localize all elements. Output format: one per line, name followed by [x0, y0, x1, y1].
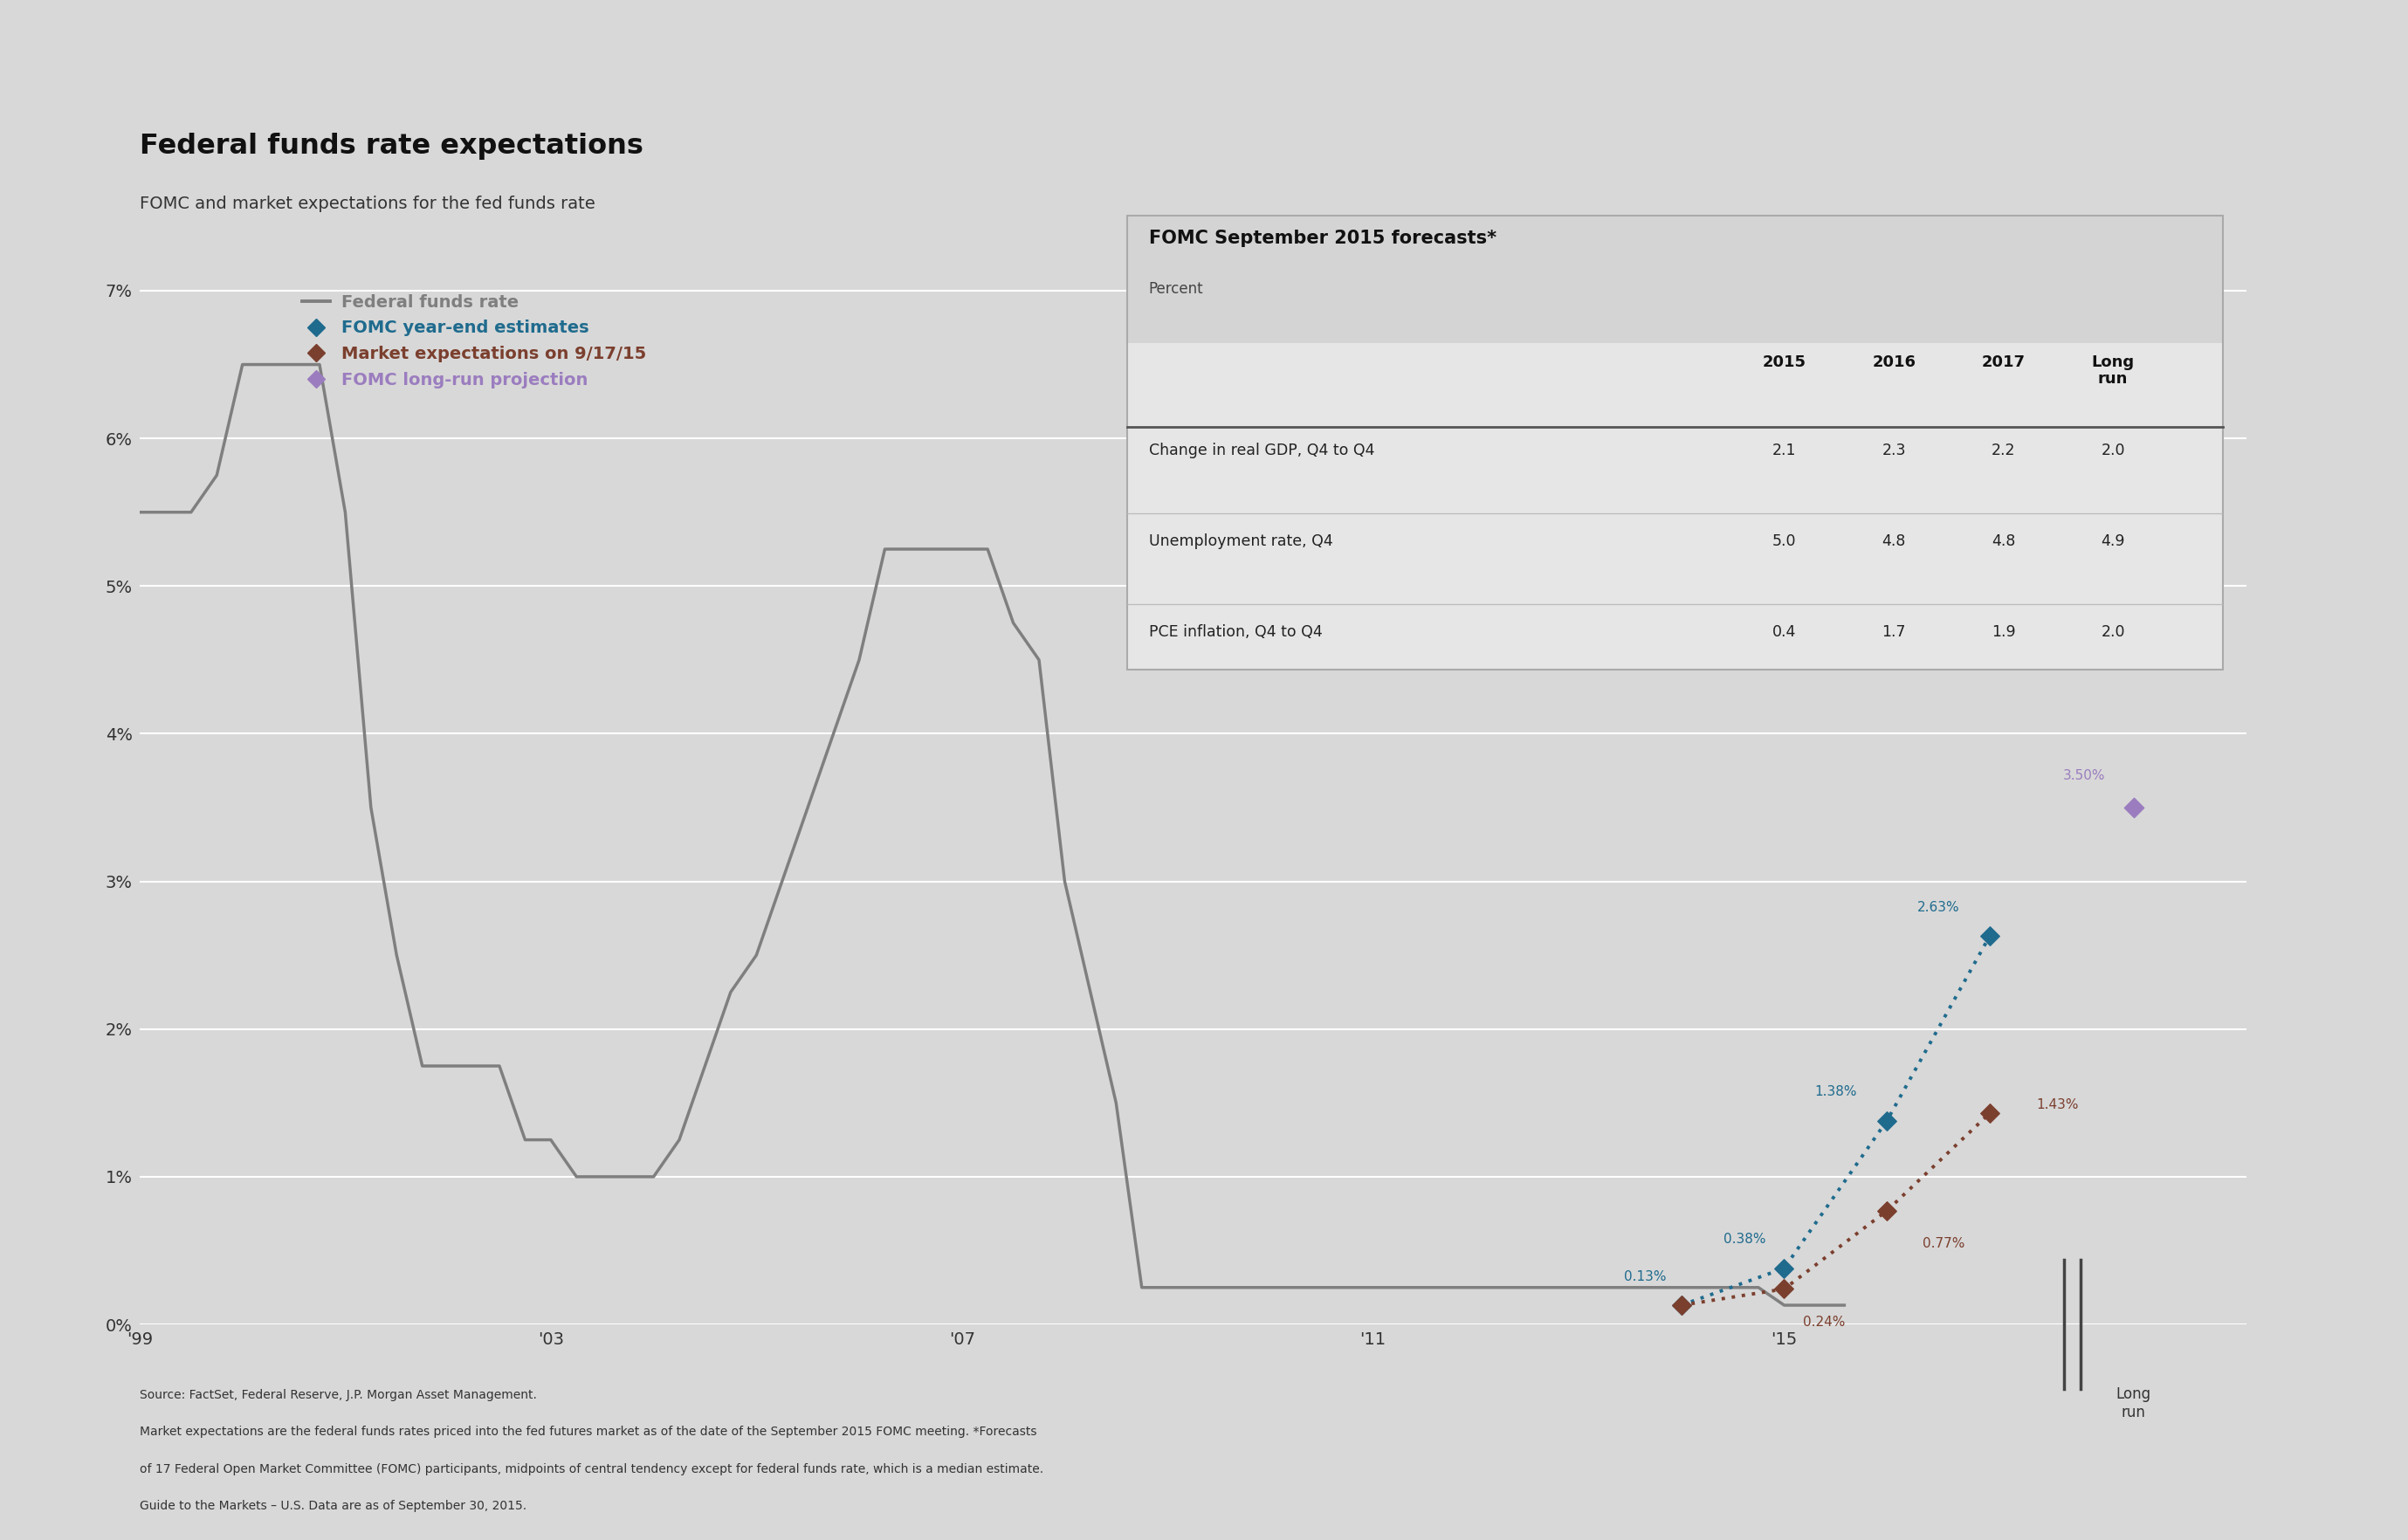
Text: 4.8: 4.8	[1883, 534, 1905, 550]
Point	[1765, 1257, 1804, 1281]
Text: Federal funds rate expectations: Federal funds rate expectations	[140, 132, 643, 160]
Text: 2016: 2016	[1871, 354, 1917, 370]
Point	[1970, 924, 2008, 949]
Text: 0.24%: 0.24%	[1804, 1315, 1845, 1329]
Text: 1.43%: 1.43%	[2035, 1098, 2078, 1112]
Point	[1869, 1198, 1907, 1223]
Text: 1.7: 1.7	[1883, 625, 1905, 641]
Text: PCE inflation, Q4 to Q4: PCE inflation, Q4 to Q4	[1149, 625, 1322, 641]
Text: 1.9: 1.9	[1991, 625, 2015, 641]
Text: 0.4: 0.4	[1772, 625, 1796, 641]
Text: 2.1: 2.1	[1772, 444, 1796, 459]
Text: FOMC September 2015 forecasts*: FOMC September 2015 forecasts*	[1149, 229, 1495, 246]
FancyBboxPatch shape	[1127, 216, 2223, 343]
Text: 2017: 2017	[1982, 354, 2025, 370]
Text: 0.38%: 0.38%	[1724, 1234, 1765, 1246]
Text: 2015: 2015	[1763, 354, 1806, 370]
Point	[1662, 1294, 1700, 1318]
Point	[1970, 1101, 2008, 1126]
Legend: Federal funds rate, FOMC year-end estimates, Market expectations on 9/17/15, FOM: Federal funds rate, FOMC year-end estima…	[296, 288, 653, 396]
Text: 4.9: 4.9	[2102, 534, 2124, 550]
Text: FOMC and market expectations for the fed funds rate: FOMC and market expectations for the fed…	[140, 196, 595, 213]
Text: 0.77%: 0.77%	[1924, 1237, 1965, 1250]
Point	[1765, 1277, 1804, 1301]
Text: 4.8: 4.8	[1991, 534, 2015, 550]
Text: Long
run: Long run	[2117, 1386, 2150, 1420]
Text: 2.0: 2.0	[2102, 625, 2124, 641]
Text: of 17 Federal Open Market Committee (FOMC) participants, midpoints of central te: of 17 Federal Open Market Committee (FOM…	[140, 1463, 1043, 1475]
Text: 2.0: 2.0	[2102, 444, 2124, 459]
Text: 2.63%: 2.63%	[1917, 901, 1960, 913]
Text: 2.2: 2.2	[1991, 444, 2015, 459]
Text: Source: FactSet, Federal Reserve, J.P. Morgan Asset Management.: Source: FactSet, Federal Reserve, J.P. M…	[140, 1389, 537, 1401]
Point	[2114, 795, 2153, 819]
Point	[1869, 1109, 1907, 1133]
Point	[1662, 1294, 1700, 1318]
Text: 2.3: 2.3	[1883, 444, 1905, 459]
Text: Unemployment rate, Q4: Unemployment rate, Q4	[1149, 534, 1334, 550]
Text: 3.50%: 3.50%	[2064, 770, 2105, 782]
Text: 0.13%: 0.13%	[1625, 1270, 1666, 1283]
Text: Percent: Percent	[1149, 282, 1204, 297]
Text: Market expectations are the federal funds rates priced into the fed futures mark: Market expectations are the federal fund…	[140, 1426, 1038, 1438]
Text: Change in real GDP, Q4 to Q4: Change in real GDP, Q4 to Q4	[1149, 444, 1375, 459]
Text: Guide to the Markets – U.S. Data are as of September 30, 2015.: Guide to the Markets – U.S. Data are as …	[140, 1500, 527, 1512]
Text: 1.38%: 1.38%	[1813, 1086, 1857, 1098]
Text: Long
run: Long run	[2093, 354, 2133, 387]
Text: 5.0: 5.0	[1772, 534, 1796, 550]
